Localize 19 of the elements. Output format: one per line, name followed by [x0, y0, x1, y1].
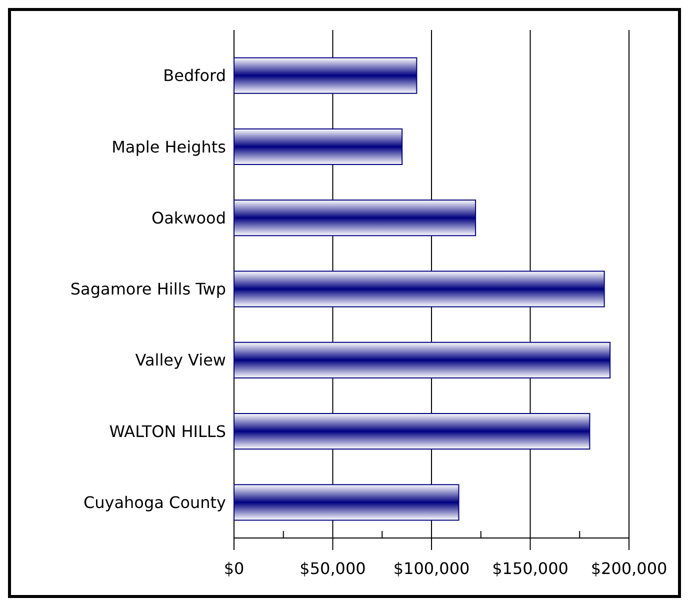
bar — [234, 200, 476, 236]
y-tick-label: Valley View — [135, 350, 226, 370]
bar — [234, 484, 460, 521]
y-tick-label: Maple Heights — [112, 137, 226, 156]
x-tick-label: $150,000 — [492, 559, 568, 578]
bar — [234, 128, 403, 165]
y-tick-label: Oakwood — [152, 208, 226, 228]
x-tick-label: $50,000 — [300, 559, 366, 578]
y-tick-label: Sagamore Hills Twp — [70, 280, 226, 299]
bar — [234, 270, 605, 308]
y-tick-label: Cuyahoga County — [83, 493, 226, 512]
x-tick-label: $200,000 — [590, 559, 668, 578]
bar — [234, 57, 418, 94]
bar — [234, 413, 590, 450]
y-tick-label: Bedford — [163, 66, 226, 86]
x-tick-label: $100,000 — [393, 559, 470, 578]
x-tick-label: $0 — [224, 559, 244, 578]
y-tick-label: WALTON HILLS — [109, 422, 226, 441]
bar — [234, 342, 611, 378]
